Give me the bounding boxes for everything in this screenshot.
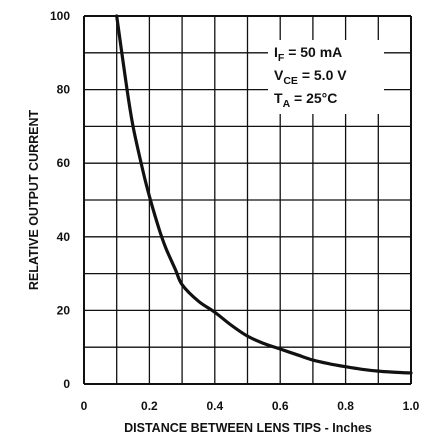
x-tick-label: 1.0 [403,399,420,413]
x-tick-label: 0.4 [206,399,223,413]
chart-tick-labels: 0 0.2 0.4 0.6 0.8 1.0 0 20 40 60 80 100 [50,9,420,413]
x-tick-label: 0.6 [272,399,289,413]
y-tick-label: 20 [57,303,71,317]
test-conditions: IF = 50 mA VCE = 5.0 V TA = 25°C [274,44,347,110]
x-tick-label: 0.8 [337,399,354,413]
condition-line: IF = 50 mA [274,44,342,64]
conditions-box [268,40,384,114]
y-axis-title: RELATIVE OUTPUT CURRENT [27,109,41,290]
x-axis-title: DISTANCE BETWEEN LENS TIPS - Inches [124,421,372,435]
y-tick-label: 60 [57,156,71,170]
y-tick-label: 80 [57,83,71,97]
chart-curve-layer [115,14,413,375]
x-tick-label: 0.2 [141,399,158,413]
condition-line: TA = 25°C [274,90,337,110]
condition-line: VCE = 5.0 V [274,67,347,87]
x-tick-label: 0 [81,399,88,413]
output-current-curve [115,14,413,375]
y-tick-label: 0 [63,377,70,391]
chart-grid [83,15,412,385]
y-tick-label: 100 [50,9,70,23]
y-tick-label: 40 [57,230,71,244]
